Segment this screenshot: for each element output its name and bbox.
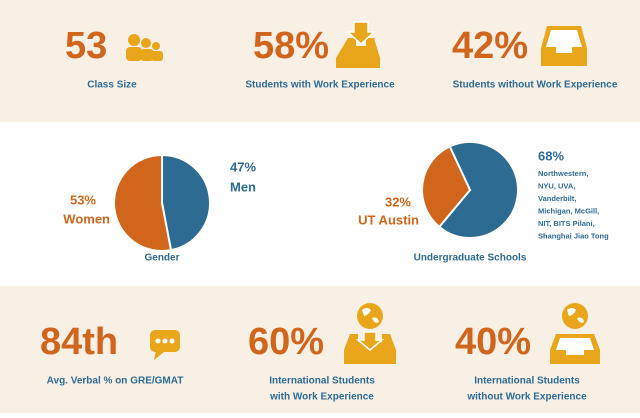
school-name: Michigan, McGill,: [538, 206, 599, 215]
globe-tray-icon: [550, 303, 600, 364]
pie-title: Undergraduate Schools: [414, 253, 527, 264]
stat-value: 42%: [452, 25, 528, 67]
slice-label: 47%: [230, 159, 256, 174]
pie-title: Gender: [144, 253, 179, 264]
stat-value: 84th: [40, 321, 118, 363]
stat-value: 60%: [248, 321, 324, 363]
people-icon: [126, 34, 163, 61]
school-name: Shanghai Jiao Tong: [538, 231, 609, 240]
slice-name: Women: [63, 211, 110, 226]
stat-label: Students with Work Experience: [245, 80, 395, 91]
school-name: NIT, BITS Pilani,: [538, 219, 595, 228]
tray-icon: [541, 26, 587, 66]
slice-label: 32%: [385, 194, 411, 209]
school-name: Vanderbilt,: [538, 194, 576, 203]
school-list: Northwestern, NYU, UVA, Vanderbilt, Michiga…: [538, 169, 609, 241]
stat-label-line: Avg. Verbal % on GRE/GMAT: [47, 376, 184, 387]
stat-label: International Students without Work Exper…: [466, 376, 587, 403]
stat-label-line: without Work Experience: [466, 392, 587, 403]
stat-label-line: with Work Experience: [269, 392, 374, 403]
stat-label: Class Size: [87, 80, 137, 91]
pie-slice: [421, 145, 472, 229]
stat-label-line: International Students: [474, 376, 580, 387]
globe-inbox-icon: [344, 303, 396, 364]
slice-name: Men: [230, 179, 256, 194]
stat-label: Avg. Verbal % on GRE/GMAT: [47, 376, 184, 387]
stat-value: 53: [65, 25, 107, 67]
stat-value: 58%: [253, 25, 329, 67]
stat-label: Students without Work Experience: [453, 80, 618, 91]
pie-slice: [113, 153, 173, 252]
stat-label-line: International Students: [269, 376, 375, 387]
pie-slice: [161, 153, 211, 252]
slice-label: 53%: [70, 192, 96, 207]
top-band: [0, 0, 640, 122]
bottom-band: [0, 286, 640, 413]
middle-band: [0, 122, 640, 286]
stat-label: International Students with Work Experien…: [269, 376, 375, 403]
schools-pie: [421, 141, 519, 239]
slice-label: 68%: [538, 148, 564, 163]
speech-icon: [150, 330, 180, 360]
stat-value: 40%: [455, 321, 531, 363]
gender-pie: [113, 153, 211, 252]
school-name: Northwestern,: [538, 169, 588, 178]
inbox-icon: [336, 21, 380, 68]
slice-name: UT Austin: [358, 212, 419, 227]
school-name: NYU, UVA,: [538, 181, 575, 190]
